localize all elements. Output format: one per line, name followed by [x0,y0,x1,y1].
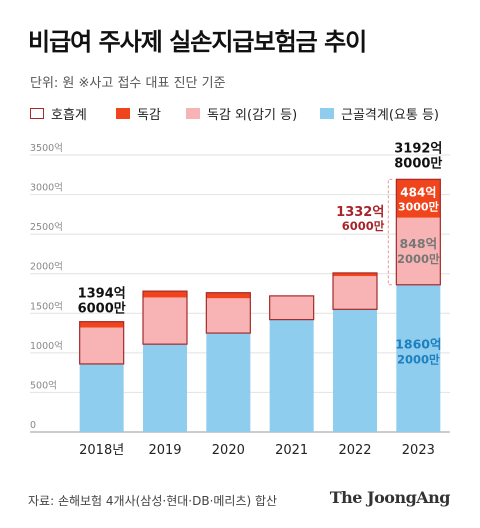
bar-segment-flu-other [396,217,441,285]
y-tick-label: 2500억 [30,221,63,233]
chart-title: 비급여 주사제 실손지급보험금 추이 [28,28,367,56]
x-tick-label: 2021 [275,443,308,458]
data-label-respiratory: 1332억 [336,205,384,220]
legend-swatch-respiratory [30,108,44,119]
y-tick-label: 3000억 [30,182,63,194]
respiratory-outline [79,321,125,365]
x-tick-label: 2019 [148,443,181,458]
bar-segment-flu-other [79,327,124,364]
data-label-flu_other: 848억 [400,236,438,251]
y-tick-label: 2000억 [30,261,63,273]
legend-swatch-musculo [320,108,334,119]
x-tick-label: 2022 [338,443,371,458]
data-label-flu: 484억 [400,185,436,199]
bar-segment-musculo [206,333,251,432]
y-tick-label: 1000억 [30,340,63,352]
data-label-total: 6000만 [78,301,126,317]
respiratory-outline [332,272,378,310]
legend-item-musculo: 근골격계(요통 등) [320,104,439,123]
bar-segment-musculo [269,319,314,432]
data-label-total: 3192억 [394,141,442,156]
bar-segment-flu [333,272,377,277]
respiratory-outline [269,295,315,321]
x-tick-label: 2020 [212,443,245,458]
bar-segment-flu-other [143,297,187,345]
legend-item-respiratory: 호흡계 [30,104,87,123]
legend-item-flu-other: 독감 외(감기 등) [186,104,297,123]
bar-segment-flu [79,321,124,328]
data-label-total: 8000만 [394,155,442,171]
respiratory-outline [142,290,188,345]
legend-item-flu: 독감 [116,104,161,123]
bar-segment-flu-other [269,295,314,320]
source-note: 자료: 손해보험 4개사(삼성·현대·DB·메리츠) 합산 [28,494,278,508]
chart-subtitle: 단위: 원 ※사고 접수 대표 진단 기준 [30,76,226,91]
y-tick-label: 3500억 [30,142,63,154]
bar-segment-musculo [333,309,377,432]
y-tick-label: 1500억 [30,300,63,312]
x-tick-label: 2018년 [79,443,124,458]
bar-segment-flu-other [206,298,251,334]
respiratory-outline [395,178,441,286]
legend-label-musculo: 근골격계(요통 등) [341,108,439,123]
legend-label-respiratory: 호흡계 [51,108,87,123]
legend-swatch-flu-other [186,108,200,119]
respiratory-bracket [387,178,393,286]
data-label-flu_other: 2000만 [397,252,440,266]
bar-segment-musculo [143,344,187,432]
data-label-respiratory: 6000만 [342,219,385,233]
data-label-flu: 3000만 [398,199,439,213]
legend-swatch-flu [116,108,130,119]
x-tick-label: 2023 [402,443,435,458]
y-tick-label: 0 [30,420,36,431]
bar-segment-flu-other [333,276,377,310]
data-label-total: 1394억 [78,287,126,302]
data-label-musculo: 1860억 [395,336,441,351]
brand-logo: The JoongAng [329,488,451,507]
legend-label-flu: 독감 [137,108,161,123]
y-tick-label: 500억 [30,379,57,391]
respiratory-outline [205,292,251,334]
bar-segment-flu [396,179,441,218]
bar-segment-flu [143,291,187,298]
bar-segment-musculo [79,363,124,432]
bar-segment-flu [206,292,251,299]
legend: 호흡계 독감 독감 외(감기 등) 근골격계(요통 등) [30,104,470,126]
data-label-musculo: 2000만 [397,352,440,366]
legend-label-flu-other: 독감 외(감기 등) [207,108,298,123]
bar-segment-musculo [396,284,441,432]
